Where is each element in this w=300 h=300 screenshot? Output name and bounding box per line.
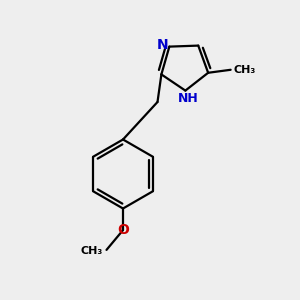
Text: CH₃: CH₃ [234,65,256,75]
Text: N: N [157,38,169,52]
Text: CH₃: CH₃ [81,245,103,256]
Text: O: O [117,223,129,237]
Text: NH: NH [178,92,199,105]
